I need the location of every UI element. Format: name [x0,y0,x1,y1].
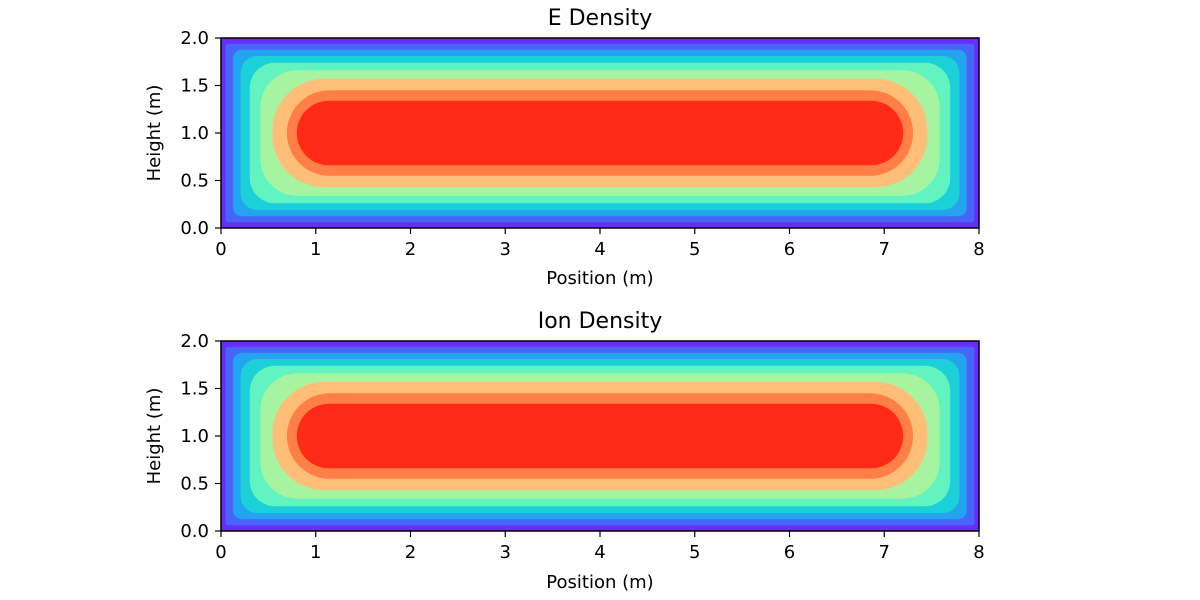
y-tick-label: 0.0 [180,521,209,542]
y-tick-label: 1.0 [180,426,209,447]
y-tick-label: 1.5 [180,76,209,97]
x-tick-label: 7 [879,239,890,260]
x-tick-label: 0 [215,239,226,260]
y-axis-label: Height (m) [144,388,165,485]
y-tick-label: 0.5 [180,474,209,495]
contour-bands [221,38,979,228]
x-tick-label: 4 [594,542,605,563]
e-density-chart: E Density 0 1 2 3 4 5 6 7 8 0.0 0.5 1.0 1.5 2.0 Posi… [144,6,985,289]
x-axis-label: Position (m) [546,268,653,289]
x-tick-label: 7 [879,542,890,563]
x-tick-label: 3 [500,239,511,260]
x-axis-label: Position (m) [546,572,653,593]
y-tick-label: 0.0 [180,218,209,239]
y-tick-label: 2.0 [180,28,209,49]
y-tick-label: 1.5 [180,379,209,400]
x-tick-label: 1 [310,239,321,260]
x-tick-label: 3 [500,542,511,563]
x-tick-label: 6 [784,239,795,260]
contour-band-8 [296,100,904,166]
x-axis-ticks: 0 1 2 3 4 5 6 7 8 [215,228,985,260]
x-tick-label: 5 [689,239,700,260]
x-tick-label: 8 [973,542,984,563]
x-tick-label: 6 [784,542,795,563]
y-axis-ticks: 0.0 0.5 1.0 1.5 2.0 [180,331,221,542]
x-tick-label: 8 [973,239,984,260]
chart-title: Ion Density [538,309,663,334]
y-tick-label: 0.5 [180,171,209,192]
chart-title: E Density [548,6,653,31]
y-tick-label: 2.0 [180,331,209,352]
ion-density-chart: Ion Density 0 1 2 3 4 5 6 7 8 0.0 0.5 1.0 1.5 2.0 Po… [144,309,985,593]
x-tick-label: 2 [405,239,416,260]
contour-bands [221,341,979,531]
x-tick-label: 5 [689,542,700,563]
contour-band-8 [296,403,904,469]
x-tick-label: 0 [215,542,226,563]
x-tick-label: 1 [310,542,321,563]
x-tick-label: 4 [594,239,605,260]
y-axis-label: Height (m) [144,85,165,182]
y-tick-label: 1.0 [180,123,209,144]
y-axis-ticks: 0.0 0.5 1.0 1.5 2.0 [180,28,221,239]
x-tick-label: 2 [405,542,416,563]
x-axis-ticks: 0 1 2 3 4 5 6 7 8 [215,531,985,563]
